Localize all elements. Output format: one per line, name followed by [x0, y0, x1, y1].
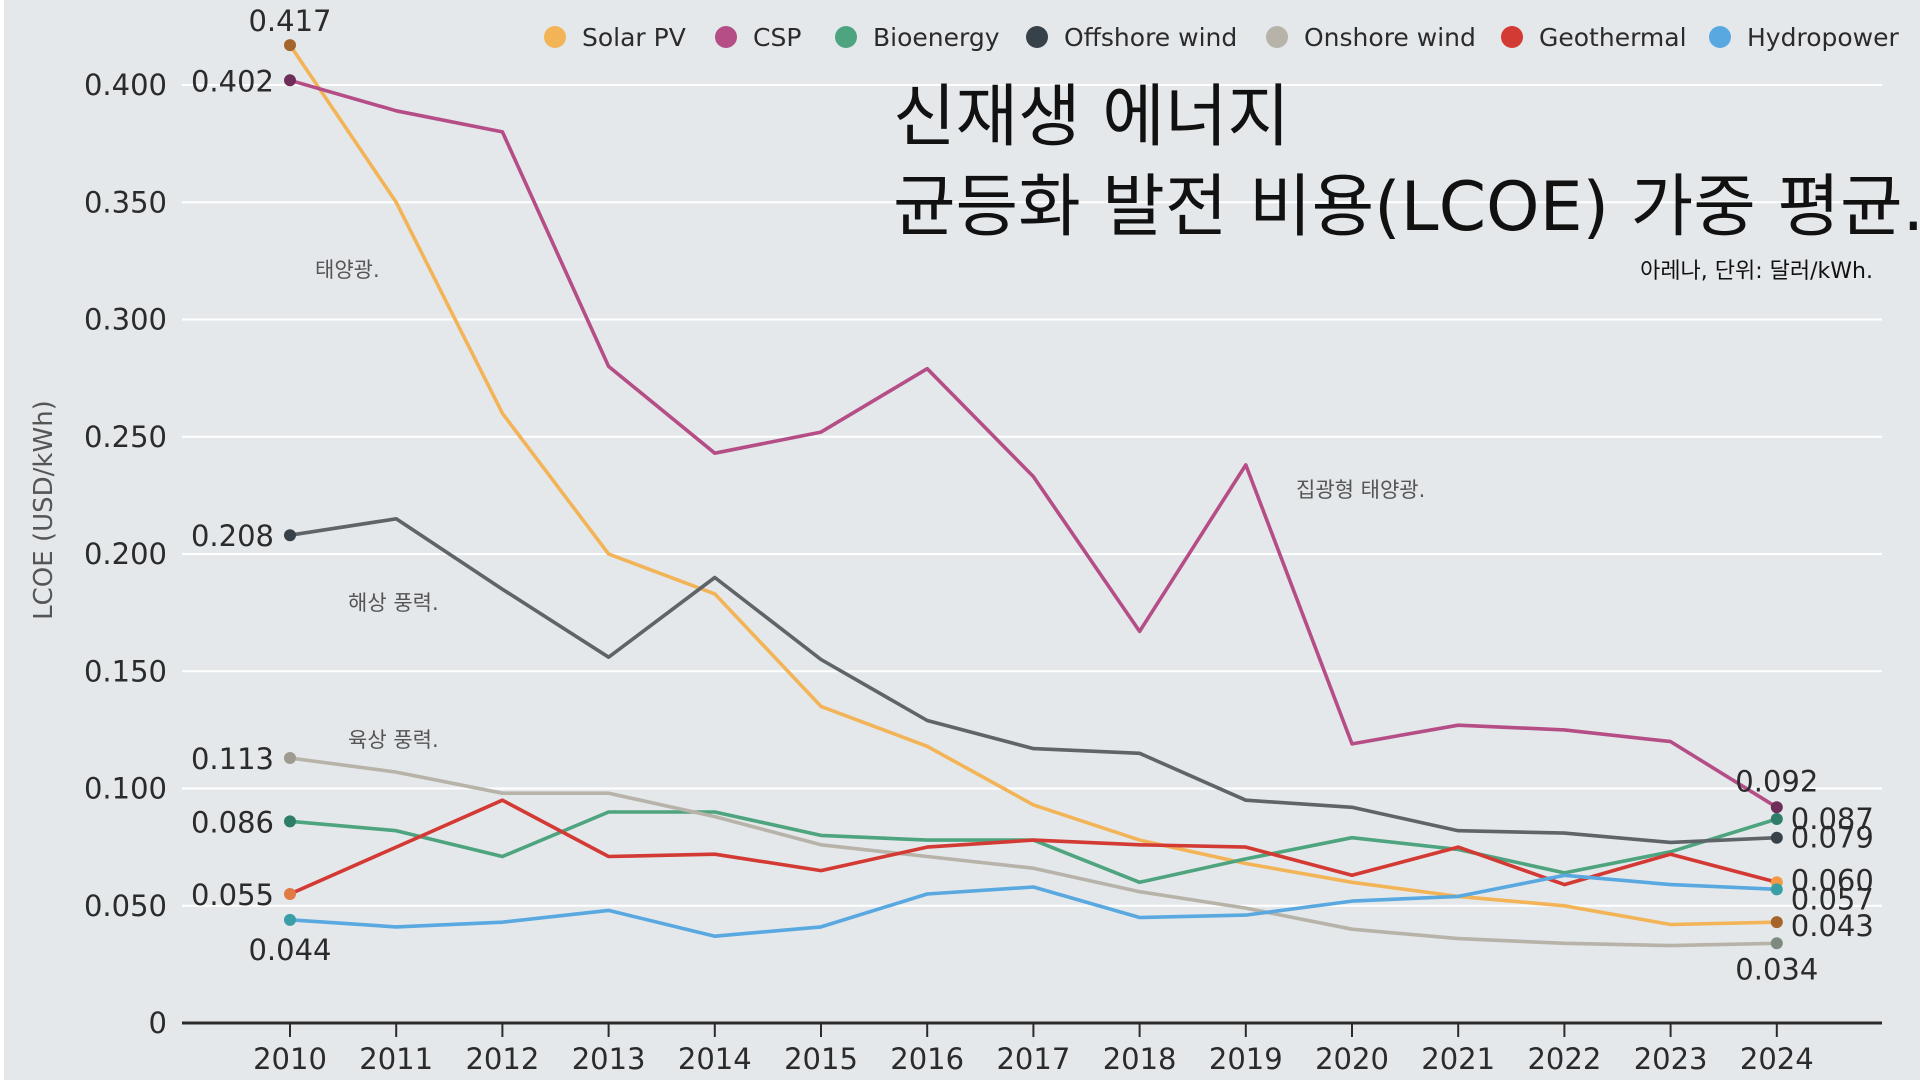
- x-tick-label: 2018: [1103, 1042, 1177, 1076]
- end-value-label: 0.043: [1791, 909, 1874, 943]
- legend-swatch: [715, 26, 737, 48]
- legend-swatch: [544, 26, 566, 48]
- legend-swatch: [1501, 26, 1523, 48]
- series-line-csp: [288, 78, 1779, 810]
- value-labels: 0.417 0.402 0.208 0.113 0.086 0.055 0.044 0.092…: [191, 4, 1874, 986]
- start-point-dot: [284, 815, 296, 828]
- y-tick-labels: 0 0.050 0.100 0.150 0.200 0.250 0.300 0.350 0.40…: [84, 68, 167, 1040]
- x-tick-label: 2014: [678, 1042, 752, 1076]
- legend-label: Bioenergy: [873, 23, 1000, 52]
- chart-title-line-1: 신재생 에너지: [893, 78, 1290, 157]
- y-tick-label: 0.050: [84, 889, 167, 923]
- y-tick-label: 0.200: [84, 537, 167, 571]
- legend-swatch: [1709, 26, 1731, 48]
- x-tick-label: 2021: [1421, 1042, 1495, 1076]
- x-tick-label: 2023: [1634, 1042, 1708, 1076]
- series-annotation: 태양광.: [315, 258, 380, 282]
- grid-lines: [182, 84, 1882, 907]
- end-point-dot: [1770, 812, 1783, 825]
- end-value-label: 0.087: [1791, 802, 1874, 836]
- end-point-dot: [1770, 937, 1783, 950]
- x-tick-label: 2024: [1740, 1042, 1814, 1076]
- x-tick-label: 2016: [890, 1042, 964, 1076]
- start-value-label: 0.208: [191, 519, 274, 553]
- y-tick-label: 0.100: [84, 772, 167, 806]
- start-value-label: 0.044: [248, 933, 331, 967]
- left-edge-strip: [0, 0, 4, 1080]
- end-point-dot: [1770, 916, 1783, 929]
- x-tick-label: 2013: [572, 1042, 646, 1076]
- end-value-label: 0.060: [1791, 863, 1874, 897]
- legend-label: Onshore wind: [1304, 23, 1476, 52]
- end-value-label: 0.092: [1735, 764, 1818, 798]
- x-tick-label: 2011: [359, 1042, 433, 1076]
- legend-label: Geothermal: [1539, 23, 1687, 52]
- start-point-dot: [284, 529, 296, 542]
- legend-swatch: [835, 26, 857, 48]
- series-annotation: 육상 풍력.: [348, 728, 439, 752]
- series-lines: [288, 43, 1779, 948]
- end-value-label: 0.057: [1791, 882, 1874, 916]
- x-tick-label: 2012: [465, 1042, 539, 1076]
- legend-swatch: [1026, 26, 1048, 48]
- legend-label: CSP: [753, 23, 801, 52]
- chart-title-line-2: 균등화 발전 비용(LCOE) 가중 평균.: [893, 168, 1920, 247]
- y-tick-label: 0.400: [84, 68, 167, 102]
- series-line-offshore-wind: [288, 516, 1779, 845]
- x-tick-label: 2017: [996, 1042, 1070, 1076]
- end-point-dot: [1770, 801, 1783, 814]
- series-annotation: 해상 풍력.: [348, 591, 439, 615]
- y-tick-label: 0: [149, 1006, 167, 1040]
- start-point-dot: [284, 74, 296, 87]
- start-value-label: 0.113: [191, 742, 274, 776]
- series-line-geothermal: [288, 798, 1779, 896]
- end-value-label: 0.034: [1735, 952, 1818, 986]
- series-line-onshore-wind: [288, 756, 1779, 948]
- series-annotations: 태양광. 해상 풍력. 육상 풍력. 집광형 태양광.: [315, 258, 1425, 752]
- series-line-solar-pv: [288, 43, 1779, 927]
- x-tick-label: 2022: [1527, 1042, 1601, 1076]
- start-point-dot: [284, 752, 296, 765]
- x-tick-label: 2010: [253, 1042, 327, 1076]
- end-value-label: 0.079: [1791, 821, 1874, 855]
- y-tick-label: 0.150: [84, 654, 167, 688]
- series-annotation: 집광형 태양광.: [1296, 478, 1425, 502]
- legend-swatch: [1266, 26, 1288, 48]
- end-point-dot: [1770, 883, 1783, 896]
- y-tick-label: 0.250: [84, 420, 167, 454]
- x-tick-label: 2020: [1315, 1042, 1389, 1076]
- y-tick-label: 0.350: [84, 185, 167, 219]
- legend: Solar PV CSP Bioenergy Offshore wind Onshore…: [544, 23, 1899, 52]
- start-value-label: 0.402: [191, 64, 274, 98]
- x-tick-label: 2019: [1209, 1042, 1283, 1076]
- chart-source-note: 아레나, 단위: 달러/kWh.: [1640, 259, 1873, 284]
- y-tick-label: 0.300: [84, 303, 167, 337]
- x-tick-label: 2015: [784, 1042, 858, 1076]
- series-line-hydropower: [288, 873, 1779, 939]
- start-value-label: 0.055: [191, 878, 274, 912]
- x-tick-labels: 2010 2011 2012 2013 2014 2015 2016 2017 2018 2019…: [253, 1023, 1814, 1076]
- start-point-dot: [284, 888, 296, 901]
- legend-label: Offshore wind: [1064, 23, 1237, 52]
- legend-label: Hydropower: [1747, 23, 1899, 52]
- y-axis-label: LCOE (USD/kWh): [29, 400, 59, 620]
- start-value-label: 0.417: [248, 4, 331, 38]
- end-point-dot: [1770, 831, 1783, 844]
- start-point-dot: [284, 913, 296, 926]
- start-value-label: 0.086: [191, 805, 274, 839]
- start-point-dot: [284, 39, 296, 52]
- legend-label: Solar PV: [582, 23, 686, 52]
